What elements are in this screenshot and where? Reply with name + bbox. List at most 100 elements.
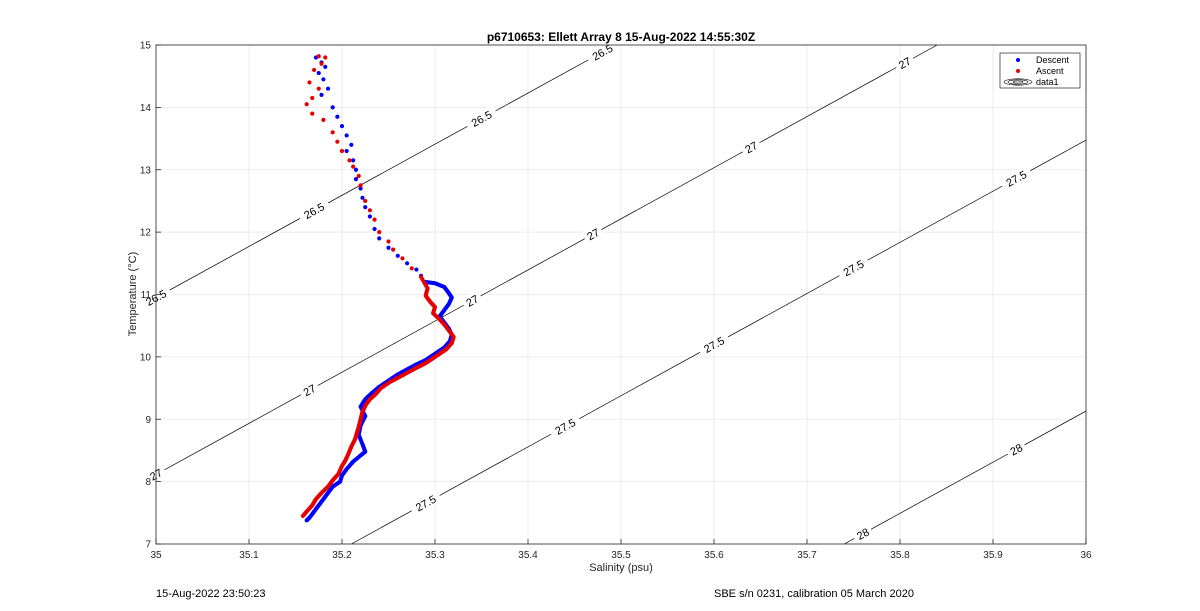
point-descent <box>386 245 391 250</box>
y-tick-label: 11 <box>141 290 152 301</box>
contour-label-bg <box>408 489 443 517</box>
contour-line-27 <box>156 45 938 475</box>
x-tick-label: 35.2 <box>332 550 352 561</box>
contour-label-text: 27 <box>302 383 319 399</box>
point-descent <box>344 148 349 154</box>
x-tick-label: 35.6 <box>704 550 724 561</box>
contour-label-bg <box>851 523 875 544</box>
point-ascent <box>391 247 396 252</box>
contour-label: 27 <box>297 379 321 400</box>
legend-marker-contour-icon <box>1003 78 1033 86</box>
footer-timestamp: 15-Aug-2022 23:50:23 <box>156 588 266 600</box>
contour-label-text: 27 <box>464 293 481 309</box>
legend-marker-ascent <box>1016 69 1020 73</box>
y-axis-label: Temperature (°C) <box>127 252 139 336</box>
x-tick-label: 36 <box>1080 550 1092 561</box>
point-ascent <box>316 86 321 91</box>
point-ascent <box>409 266 414 271</box>
legend-label-data1: data1 <box>1036 77 1059 87</box>
contour-label-bg <box>464 104 499 132</box>
legend-marker-descent <box>1016 58 1020 62</box>
y-tick-label: 12 <box>140 228 152 239</box>
point-descent <box>353 177 359 182</box>
contour-label-bg <box>296 196 332 224</box>
point-ascent <box>417 364 422 369</box>
point-ascent <box>347 158 352 163</box>
y-tick-label: 9 <box>145 415 151 426</box>
point-ascent <box>408 368 413 373</box>
point-descent <box>319 92 324 97</box>
point-descent <box>352 458 357 463</box>
point-ascent <box>356 173 361 179</box>
point-ascent <box>330 130 335 135</box>
point-ascent <box>339 148 345 154</box>
point-descent <box>323 64 328 69</box>
contour-label: 27 <box>581 223 605 245</box>
point-descent <box>395 253 400 258</box>
point-ascent <box>307 80 312 85</box>
contour-label-bg <box>1004 438 1028 460</box>
point-descent <box>359 403 364 408</box>
contour-label-bg <box>892 52 916 73</box>
x-tick-label: 35.3 <box>425 550 445 561</box>
x-tick-label: 35.9 <box>983 550 1003 561</box>
legend-label-ascent: Ascent <box>1036 66 1064 76</box>
point-ascent <box>400 256 405 261</box>
point-descent <box>363 205 368 210</box>
legend: Descent Ascent data1 <box>999 52 1081 89</box>
point-descent <box>305 517 310 522</box>
legend-label-descent: Descent <box>1036 55 1070 65</box>
point-descent <box>316 70 321 76</box>
point-ascent <box>358 183 363 188</box>
point-descent <box>330 105 335 110</box>
contour-label-bg <box>739 136 763 158</box>
point-ascent <box>319 61 324 66</box>
point-descent <box>431 280 436 286</box>
point-descent <box>344 133 349 138</box>
point-ascent <box>424 283 429 289</box>
contour-label: 27 <box>460 289 484 311</box>
point-descent <box>335 114 340 119</box>
point-descent <box>367 214 372 219</box>
x-tick-label: 35.7 <box>797 550 817 561</box>
contour-label-bg <box>581 223 605 245</box>
point-descent <box>339 123 345 129</box>
contour-label-bg <box>460 289 484 311</box>
contour-label-bg <box>998 164 1034 192</box>
point-ascent <box>390 378 395 383</box>
point-ascent <box>335 139 340 144</box>
contour-label-text: 27 <box>743 140 760 156</box>
point-ascent <box>380 384 386 389</box>
point-ascent <box>312 67 317 73</box>
point-descent <box>349 142 354 147</box>
contour-label-bg <box>836 254 871 281</box>
point-ascent <box>310 95 315 101</box>
y-tick-label: 14 <box>140 103 152 114</box>
chart-title: p6710653: Ellett Array 8 15-Aug-2022 14:… <box>487 30 755 44</box>
y-tick-label: 13 <box>140 165 152 176</box>
point-ascent <box>351 164 356 169</box>
contour-label-text: 27 <box>897 56 914 72</box>
x-tick-label: 35 <box>150 550 162 561</box>
point-descent <box>414 267 419 272</box>
y-tick-label: 15 <box>140 41 152 52</box>
contour-label-bg <box>547 412 583 440</box>
point-ascent <box>367 208 372 213</box>
contour-label-bg <box>297 379 321 400</box>
y-tick-label: 8 <box>145 477 151 488</box>
point-ascent <box>323 55 328 60</box>
x-tick-label: 35.4 <box>518 550 538 561</box>
point-ascent <box>310 111 315 116</box>
contour-label: 28 <box>1004 438 1028 460</box>
point-ascent <box>363 198 368 204</box>
point-descent <box>358 186 363 191</box>
data-points <box>300 54 456 523</box>
axis-ticks: 35 35.1 35.2 35.3 35.4 35.5 35.6 35.7 35.8 35.9 36… <box>140 41 1092 562</box>
contour-label-text: 27 <box>585 227 602 243</box>
contour-line-28 <box>844 410 1086 544</box>
contour-label-text: 27 <box>148 467 165 483</box>
point-ascent <box>301 512 306 518</box>
y-tick-label: 7 <box>145 540 151 551</box>
contour-label-text: 28 <box>855 526 872 542</box>
y-tick-label: 10 <box>140 352 152 363</box>
